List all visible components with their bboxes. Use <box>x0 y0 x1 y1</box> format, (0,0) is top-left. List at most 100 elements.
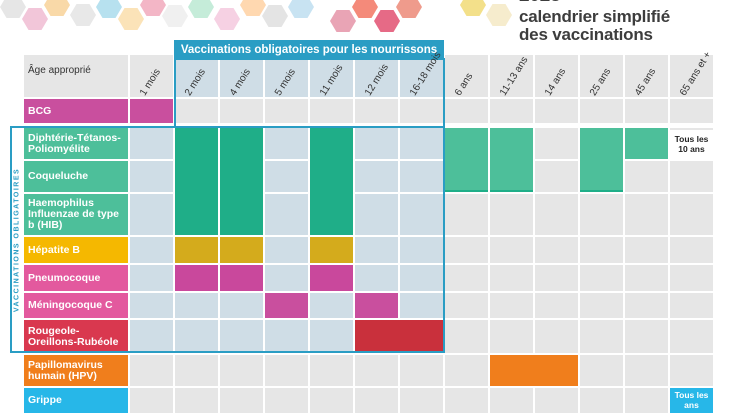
column-header-cell <box>310 60 353 97</box>
column-header-cell <box>535 55 578 97</box>
schedule-cell <box>400 388 443 413</box>
schedule-cell <box>220 237 263 263</box>
schedule-cell <box>625 194 668 235</box>
schedule-cell <box>580 194 623 235</box>
schedule-cell <box>625 355 668 386</box>
schedule-cell <box>355 237 398 263</box>
schedule-cell <box>625 293 668 318</box>
schedule-cell <box>625 388 668 413</box>
column-header-cell <box>625 55 668 97</box>
schedule-cell <box>175 355 218 386</box>
schedule-cell <box>490 194 533 235</box>
schedule-cell <box>355 265 398 291</box>
schedule-cell <box>220 388 263 413</box>
schedule-cell <box>490 265 533 291</box>
schedule-cell <box>130 320 173 353</box>
schedule-cell <box>175 265 218 291</box>
schedule-cell <box>355 161 398 192</box>
column-header-cell <box>490 55 533 97</box>
flu-annual-note: Tous les ans <box>670 388 713 413</box>
schedule-cell <box>580 265 623 291</box>
schedule-cell <box>535 293 578 318</box>
schedule-cell <box>310 265 353 291</box>
schedule-cell <box>400 128 443 159</box>
schedule-cell <box>310 293 353 318</box>
schedule-cell <box>445 99 488 123</box>
document-title: 2023 calendrier simplifié des vaccinatio… <box>519 0 670 44</box>
schedule-cell <box>400 355 443 386</box>
schedule-cell <box>580 99 623 123</box>
schedule-cell <box>130 128 173 159</box>
schedule-cell <box>265 237 308 263</box>
schedule-cell <box>400 99 443 123</box>
column-header-cell <box>265 60 308 97</box>
schedule-cell <box>625 265 668 291</box>
row-label: Diphtérie-Tétanos-Poliomyélite <box>24 128 128 159</box>
schedule-cell <box>175 320 218 353</box>
column-header-cell <box>130 55 173 97</box>
row-label: BCG <box>24 99 128 123</box>
schedule-cell <box>355 194 398 235</box>
schedule-cell <box>130 194 173 235</box>
schedule-cell <box>535 128 578 159</box>
schedule-cell <box>265 388 308 413</box>
schedule-cell <box>625 161 668 192</box>
schedule-cell <box>580 388 623 413</box>
column-header-cell <box>400 60 443 97</box>
schedule-cell <box>445 293 488 318</box>
schedule-cell <box>490 237 533 263</box>
schedule-cell <box>535 388 578 413</box>
schedule-cell <box>310 355 353 386</box>
booster-merged-fill <box>580 128 623 190</box>
column-header-cell <box>355 60 398 97</box>
schedule-cell <box>355 355 398 386</box>
ror-merged-fill <box>355 320 443 353</box>
schedule-cell <box>310 237 353 263</box>
schedule-cell <box>355 99 398 123</box>
schedule-cell <box>580 355 623 386</box>
age-header-label: Âge approprié <box>28 65 91 76</box>
schedule-cell <box>670 194 713 235</box>
schedule-cell <box>355 293 398 318</box>
row-label: Pneumocoque <box>24 265 128 291</box>
schedule-cell <box>265 128 308 159</box>
schedule-cell <box>445 237 488 263</box>
schedule-cell <box>670 161 713 192</box>
schedule-cell <box>355 128 398 159</box>
schedule-cell <box>670 265 713 291</box>
schedule-cell <box>265 99 308 123</box>
infant-column-outline <box>174 58 445 126</box>
dtp-merged-fill <box>220 128 263 235</box>
schedule-cell <box>220 293 263 318</box>
title-line-2: des vaccinations <box>519 25 653 44</box>
side-label: VACCINATIONS OBLIGATOIRES <box>13 167 21 313</box>
schedule-cell <box>670 237 713 263</box>
schedule-cell <box>535 194 578 235</box>
row-label: Grippe <box>24 388 128 413</box>
schedule-cell <box>265 161 308 192</box>
schedule-cell <box>400 194 443 235</box>
schedule-cell <box>130 388 173 413</box>
hpv-merged-fill <box>490 355 578 386</box>
schedule-cell <box>535 99 578 123</box>
schedule-cell <box>490 320 533 353</box>
schedule-cell <box>130 265 173 291</box>
age-header-cell <box>24 55 128 97</box>
schedule-cell <box>265 320 308 353</box>
schedule-cell <box>175 388 218 413</box>
row-label: Méningocoque C <box>24 293 128 318</box>
schedule-cell <box>265 265 308 291</box>
schedule-cell <box>625 237 668 263</box>
schedule-cell <box>220 265 263 291</box>
schedule-cell <box>400 293 443 318</box>
schedule-cell <box>220 320 263 353</box>
column-header-cell <box>580 55 623 97</box>
row-label: Hépatite B <box>24 237 128 263</box>
schedule-cell <box>535 161 578 192</box>
schedule-cell <box>175 99 218 123</box>
outline-top-left <box>10 126 130 128</box>
schedule-cell <box>130 161 173 192</box>
schedule-cell <box>445 355 488 386</box>
schedule-cell <box>580 237 623 263</box>
schedule-cell <box>130 99 173 123</box>
